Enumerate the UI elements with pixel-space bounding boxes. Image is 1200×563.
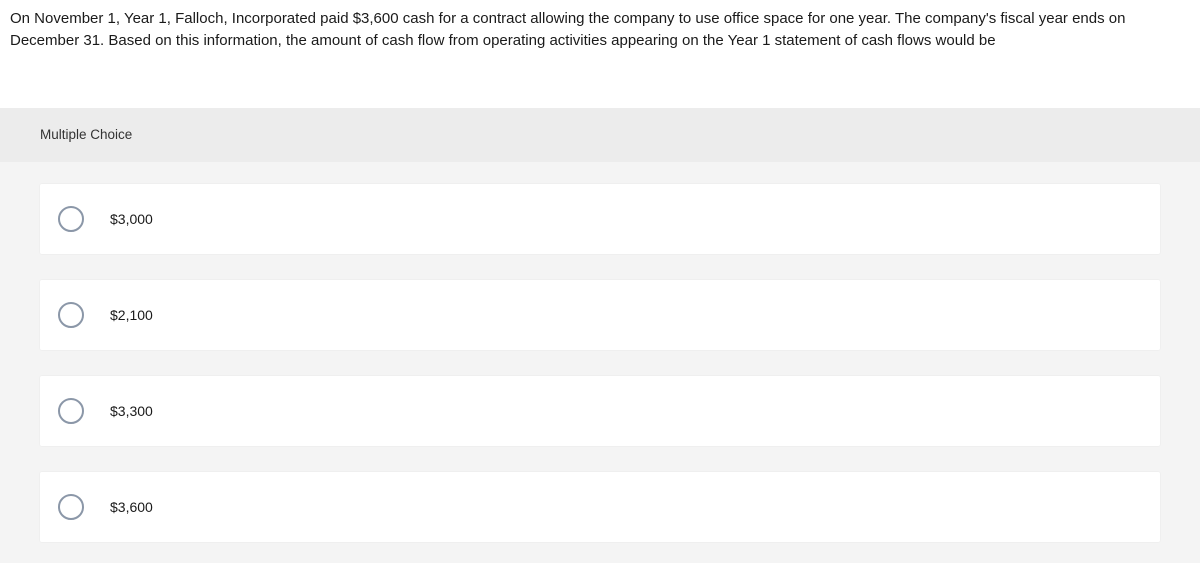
option-label: $3,000	[110, 211, 153, 227]
radio-unchecked-icon[interactable]	[58, 206, 84, 232]
question-text: On November 1, Year 1, Falloch, Incorpor…	[10, 8, 1190, 52]
radio-unchecked-icon[interactable]	[58, 398, 84, 424]
option-label: $3,300	[110, 403, 153, 419]
quiz-type-label: Multiple Choice	[40, 127, 132, 142]
radio-unchecked-icon[interactable]	[58, 494, 84, 520]
options-list: $3,000 $2,100 $3,300 $3,600	[0, 162, 1200, 563]
question-block: On November 1, Year 1, Falloch, Incorpor…	[0, 0, 1200, 52]
radio-unchecked-icon[interactable]	[58, 302, 84, 328]
quiz-panel: Multiple Choice $3,000 $2,100 $3,300 $3,…	[0, 108, 1200, 563]
option-row[interactable]: $3,000	[40, 184, 1160, 254]
option-row[interactable]: $2,100	[40, 280, 1160, 350]
option-row[interactable]: $3,300	[40, 376, 1160, 446]
quiz-panel-header: Multiple Choice	[0, 108, 1200, 162]
option-row[interactable]: $3,600	[40, 472, 1160, 542]
option-label: $2,100	[110, 307, 153, 323]
option-label: $3,600	[110, 499, 153, 515]
